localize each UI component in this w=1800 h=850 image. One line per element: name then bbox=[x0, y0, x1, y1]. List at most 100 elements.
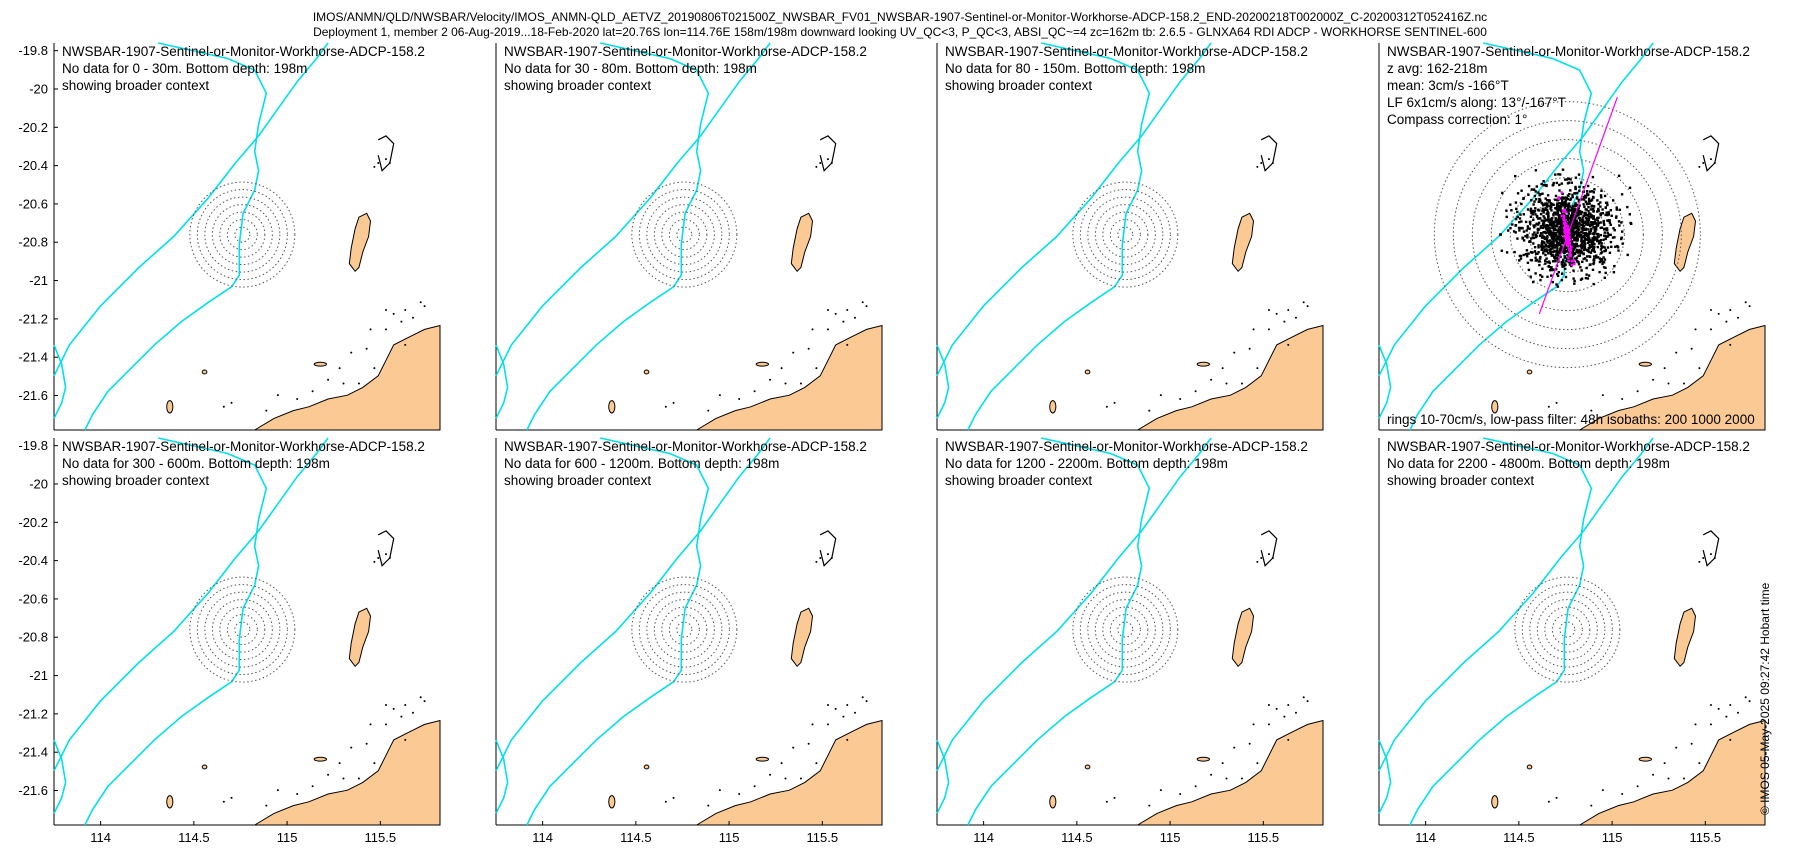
velocity-sample bbox=[1580, 277, 1584, 280]
velocity-sample bbox=[1526, 233, 1529, 237]
panel-info-line: showing broader context bbox=[62, 473, 209, 488]
reef-dot bbox=[1260, 556, 1263, 559]
velocity-sample bbox=[1522, 253, 1525, 257]
velocity-sample bbox=[1590, 214, 1593, 217]
velocity-ring bbox=[661, 211, 708, 258]
reef-dot bbox=[792, 351, 795, 354]
velocity-sample bbox=[1577, 213, 1580, 217]
velocity-sample bbox=[1560, 272, 1564, 276]
velocity-sample bbox=[1578, 235, 1582, 238]
island-land bbox=[348, 607, 372, 668]
velocity-sample bbox=[1559, 217, 1562, 221]
reef-dot bbox=[1256, 560, 1259, 563]
velocity-sample bbox=[1596, 245, 1599, 249]
velocity-sample bbox=[1555, 207, 1558, 211]
velocity-sample bbox=[1592, 282, 1595, 286]
velocity-sample bbox=[1499, 233, 1502, 236]
lowpass-sample bbox=[1569, 246, 1572, 250]
y-tick-label: -20.4 bbox=[18, 553, 48, 568]
panel-info-line: showing broader context bbox=[945, 473, 1092, 488]
velocity-sample bbox=[1586, 241, 1590, 244]
velocity-sample bbox=[1546, 202, 1549, 205]
velocity-sample bbox=[1583, 194, 1587, 197]
velocity-sample bbox=[1626, 253, 1629, 257]
reef-dot bbox=[1652, 773, 1655, 776]
lowpass-sample bbox=[1564, 232, 1568, 235]
reef-dot bbox=[853, 316, 856, 319]
velocity-sample bbox=[1584, 208, 1587, 211]
velocity-sample bbox=[1534, 190, 1537, 193]
reef-dot bbox=[846, 738, 849, 741]
reef-dot bbox=[1725, 715, 1728, 718]
velocity-ring bbox=[1094, 599, 1156, 661]
reef-dot bbox=[753, 390, 756, 393]
velocity-sample bbox=[1572, 254, 1575, 257]
reef-outline bbox=[377, 530, 395, 567]
velocity-sample bbox=[1612, 227, 1615, 230]
velocity-sample bbox=[1585, 190, 1589, 193]
velocity-sample bbox=[1534, 252, 1538, 255]
velocity-sample bbox=[1547, 224, 1550, 227]
reef-dot bbox=[357, 777, 360, 780]
velocity-sample bbox=[1531, 213, 1534, 216]
velocity-sample bbox=[1554, 194, 1558, 198]
velocity-sample bbox=[1574, 187, 1577, 190]
velocity-sample bbox=[1544, 184, 1547, 187]
velocity-sample bbox=[1608, 251, 1612, 254]
velocity-sample bbox=[1574, 232, 1577, 235]
y-tick-label: -20.4 bbox=[18, 158, 48, 173]
reef-dot bbox=[384, 328, 387, 331]
velocity-sample bbox=[1550, 274, 1553, 277]
velocity-ring bbox=[196, 584, 288, 676]
velocity-sample bbox=[1560, 263, 1564, 266]
velocity-sample bbox=[1555, 181, 1558, 185]
velocity-sample bbox=[1555, 203, 1559, 207]
reef-dot bbox=[327, 773, 330, 776]
reef-dot bbox=[222, 405, 225, 408]
velocity-sample bbox=[1567, 202, 1571, 205]
velocity-sample bbox=[1597, 203, 1600, 206]
reef-dot bbox=[1667, 382, 1670, 385]
velocity-sample bbox=[1534, 198, 1538, 201]
velocity-ring bbox=[1433, 101, 1701, 369]
velocity-sample bbox=[1534, 272, 1537, 275]
velocity-sample bbox=[1571, 229, 1574, 233]
velocity-sample bbox=[1568, 221, 1571, 224]
velocity-ring bbox=[668, 219, 700, 251]
velocity-sample bbox=[1585, 273, 1588, 276]
isobath-line bbox=[936, 437, 1212, 772]
panel-info-line: mean: 3cm/s -166°T bbox=[1387, 78, 1509, 93]
velocity-sample bbox=[1512, 230, 1516, 233]
velocity-sample bbox=[1544, 202, 1547, 205]
velocity-sample bbox=[1572, 233, 1575, 236]
panel-info-line: No data for 80 - 150m. Bottom depth: 198… bbox=[945, 61, 1205, 76]
velocity-sample bbox=[1587, 202, 1590, 205]
velocity-sample bbox=[1620, 236, 1623, 239]
reef-dot bbox=[1748, 700, 1751, 703]
velocity-sample bbox=[1598, 257, 1602, 260]
reef-dot bbox=[1248, 742, 1251, 745]
velocity-sample bbox=[1604, 237, 1607, 241]
velocity-sample bbox=[1587, 247, 1590, 250]
reef-dot bbox=[419, 696, 422, 699]
velocity-sample bbox=[1576, 236, 1579, 239]
velocity-sample bbox=[1582, 252, 1585, 255]
velocity-sample bbox=[1559, 210, 1563, 213]
reef-dot bbox=[230, 401, 233, 404]
velocity-sample bbox=[1516, 192, 1520, 195]
velocity-sample bbox=[1573, 252, 1577, 256]
velocity-sample bbox=[1557, 241, 1561, 245]
velocity-sample bbox=[1575, 229, 1578, 233]
velocity-sample bbox=[1534, 207, 1537, 210]
velocity-sample bbox=[1556, 272, 1559, 276]
velocity-sample bbox=[1525, 252, 1529, 256]
reef-dot bbox=[1713, 556, 1716, 559]
reef-dot bbox=[1709, 158, 1712, 161]
map-panel-3: NWSBAR-1907-Sentinel-or-Monitor-Workhors… bbox=[936, 42, 1324, 431]
reef-dot bbox=[311, 390, 314, 393]
velocity-sample bbox=[1606, 213, 1609, 217]
velocity-sample bbox=[1575, 256, 1579, 259]
x-tick-label: 115 bbox=[1602, 830, 1623, 845]
velocity-sample bbox=[1590, 249, 1594, 252]
velocity-ring bbox=[234, 226, 251, 243]
